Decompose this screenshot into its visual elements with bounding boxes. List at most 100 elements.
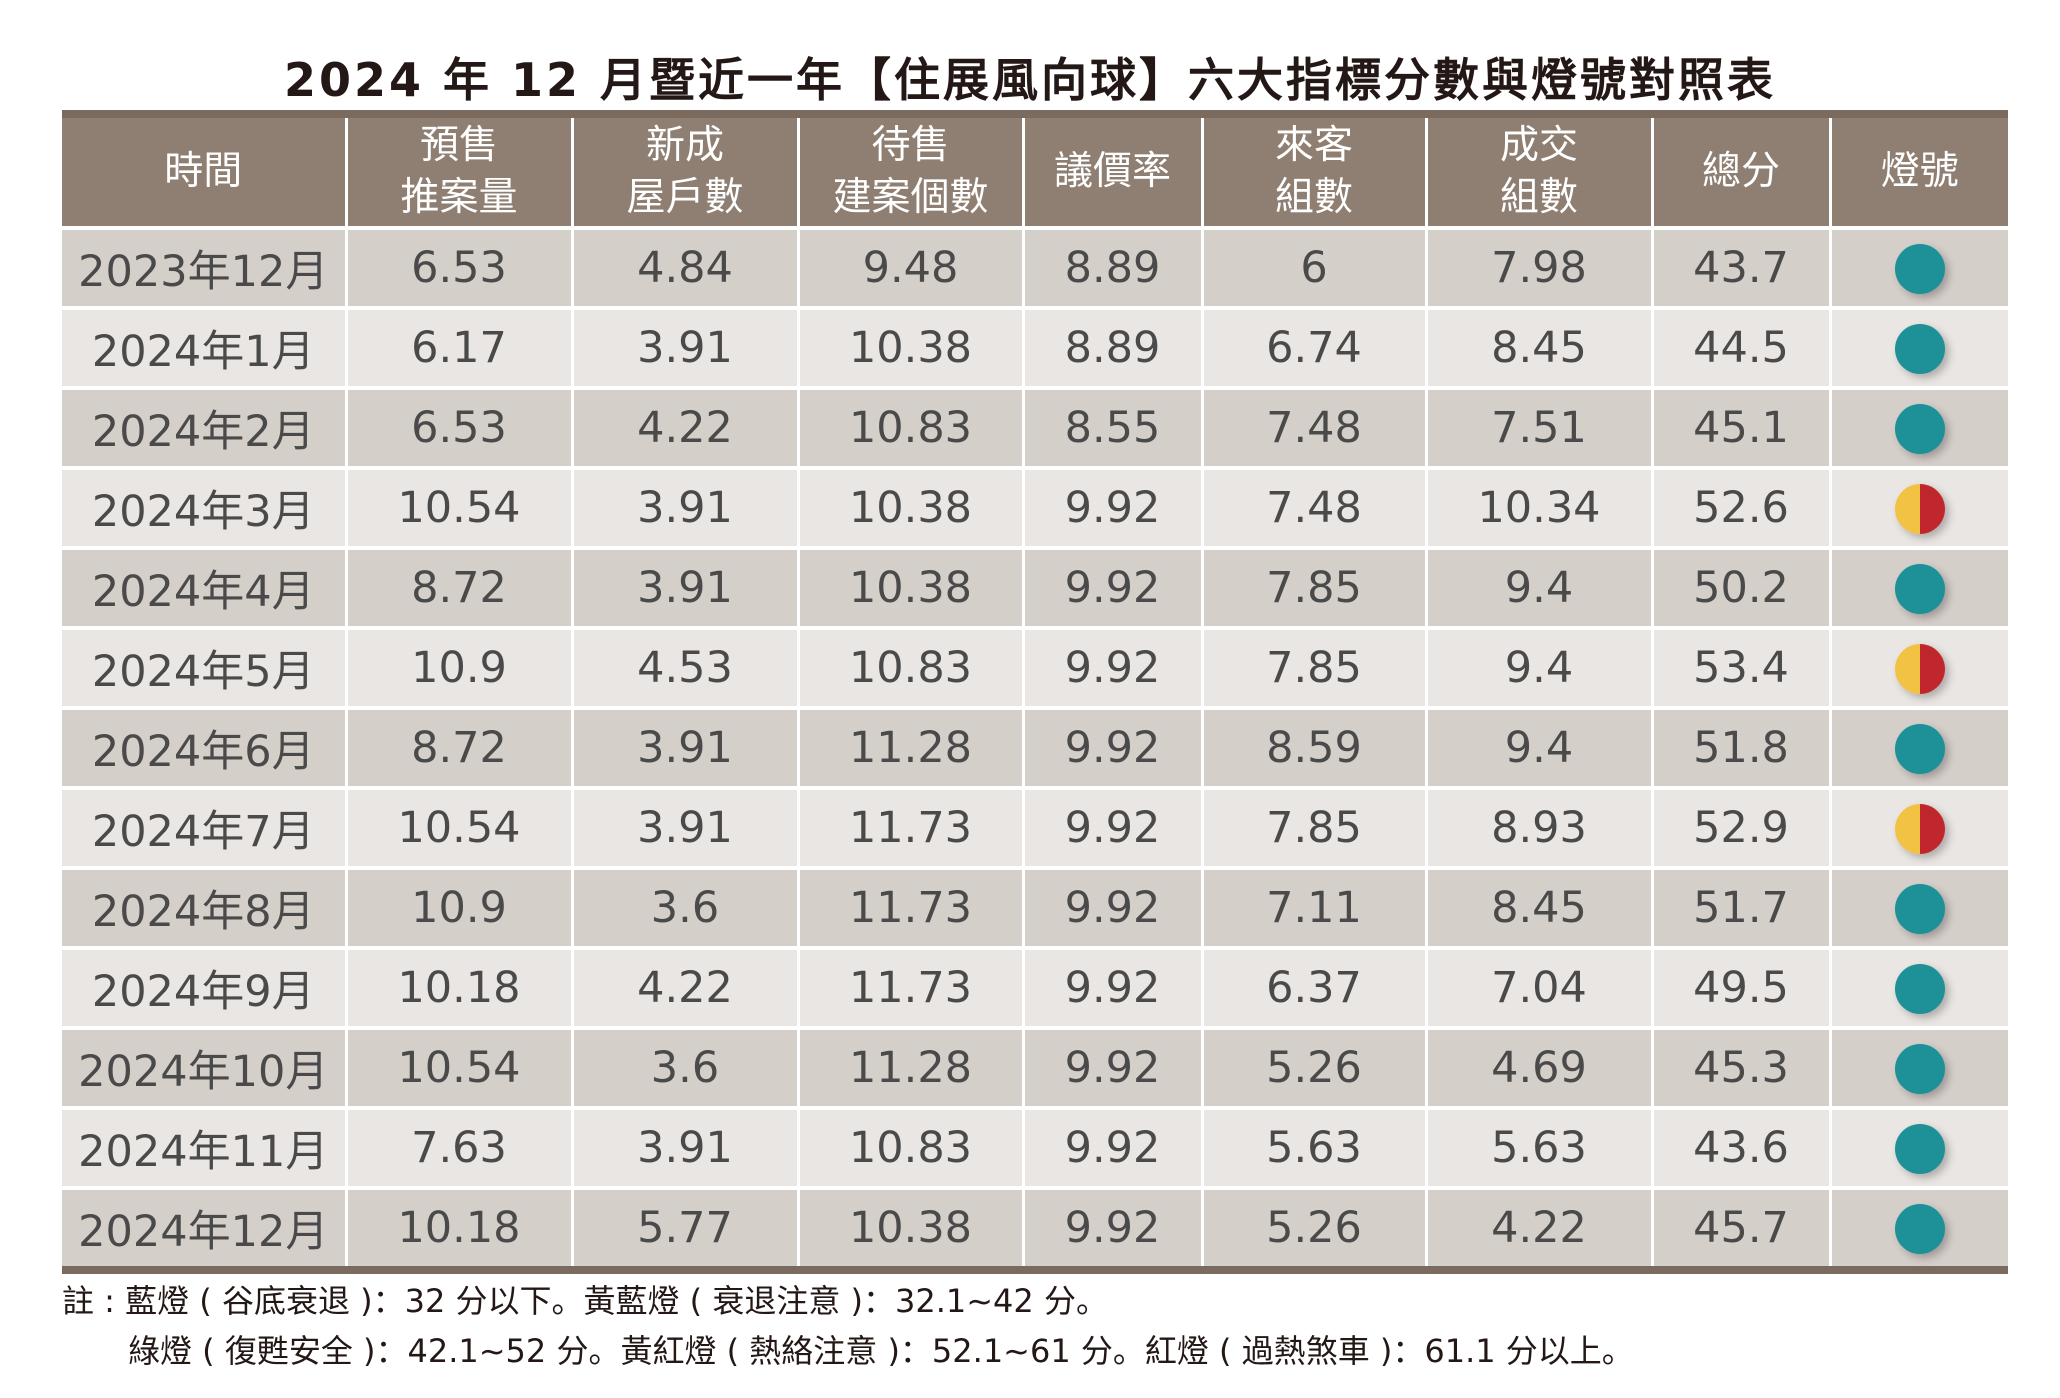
table-cell: 3.91: [570, 786, 798, 868]
legend-notes: 註 : 藍燈 ( 谷底衰退 )：32 分以下。黃藍燈 ( 衰退注意 )：32.1…: [62, 1276, 1634, 1376]
table-cell: 5.63: [1200, 1106, 1426, 1188]
table-cell: 7.48: [1200, 386, 1426, 468]
table-cell: 8.59: [1200, 706, 1426, 788]
table-cell: 7.11: [1200, 866, 1426, 948]
table-cell: 2024年6月: [62, 706, 346, 788]
yellow-red-light-icon: [1894, 804, 1945, 855]
table-cell: 7.48: [1200, 466, 1426, 548]
table-cell: 8.55: [1021, 386, 1202, 468]
table-cell: 9.92: [1021, 706, 1202, 788]
table-cell: 2024年11月: [62, 1106, 346, 1188]
light-cell: [1828, 546, 2008, 628]
table-cell: 8.72: [344, 706, 572, 788]
table-cell: 2024年9月: [62, 946, 346, 1028]
table-row: 2024年6月 8.72 3.91 11.28 9.92 8.59 9.4 51.8: [62, 706, 2008, 788]
table-cell: 10.54: [344, 786, 572, 868]
table-cell: 50.2: [1650, 546, 1830, 628]
table-cell: 2024年2月: [62, 386, 346, 468]
note-line: 綠燈 ( 復甦安全 )：42.1~52 分。黃紅燈 ( 熱絡注意 )：52.1~…: [128, 1332, 1634, 1370]
blue-light-icon: [1894, 1044, 1945, 1095]
table-cell: 5.77: [570, 1186, 798, 1270]
table-cell: 9.92: [1021, 1186, 1202, 1270]
table-cell: 10.34: [1424, 466, 1652, 548]
table-cell: 10.38: [796, 466, 1023, 548]
table-cell: 3.6: [570, 1026, 798, 1108]
table-cell: 4.84: [570, 226, 798, 308]
table-cell: 5.26: [1200, 1026, 1426, 1108]
table-row: 2024年9月 10.18 4.22 11.73 9.92 6.37 7.04 49.5: [62, 946, 2008, 1028]
table-cell: 8.93: [1424, 786, 1652, 868]
blue-light-icon: [1894, 1124, 1945, 1175]
table-cell: 6.74: [1200, 306, 1426, 388]
table-cell: 10.83: [796, 1106, 1023, 1188]
yellow-red-light-icon: [1894, 644, 1945, 695]
table-cell: 2024年7月: [62, 786, 346, 868]
table-cell: 11.73: [796, 866, 1023, 948]
table-cell: 45.3: [1650, 1026, 1830, 1108]
table-cell: 9.92: [1021, 626, 1202, 708]
table-cell: 2024年10月: [62, 1026, 346, 1108]
table-cell: 3.91: [570, 706, 798, 788]
table-cell: 52.6: [1650, 466, 1830, 548]
table-cell: 7.85: [1200, 786, 1426, 868]
table-row: 2024年12月 10.18 5.77 10.38 9.92 5.26 4.22 45.7: [62, 1186, 2008, 1270]
blue-light-icon: [1894, 564, 1945, 615]
column-header: 來客 組數: [1200, 114, 1426, 228]
header-row: 時間 預售 推案量 新成 屋戶數 待售 建案個數 議價率 來客 組數 成交 組數 總分 燈號: [62, 114, 2008, 228]
table-cell: 11.28: [796, 1026, 1023, 1108]
table-row: 2024年1月 6.17 3.91 10.38 8.89 6.74 8.45 44.5: [62, 306, 2008, 388]
table-cell: 9.92: [1021, 546, 1202, 628]
indicator-table: 時間 預售 推案量 新成 屋戶數 待售 建案個數 議價率 來客 組數 成交 組數 總分 燈號 2…: [62, 110, 2008, 1274]
light-cell: [1828, 386, 2008, 468]
table-row: 2024年10月 10.54 3.6 11.28 9.92 5.26 4.69 45.3: [62, 1026, 2008, 1108]
table-cell: 49.5: [1650, 946, 1830, 1028]
table-cell: 2024年8月: [62, 866, 346, 948]
light-cell: [1828, 946, 2008, 1028]
column-header: 議價率: [1021, 114, 1202, 228]
table-cell: 7.85: [1200, 546, 1426, 628]
table-cell: 2024年1月: [62, 306, 346, 388]
light-cell: [1828, 226, 2008, 308]
table-cell: 11.28: [796, 706, 1023, 788]
blue-light-icon: [1894, 1204, 1945, 1255]
table-title: 2024 年 12 月暨近一年【住展風向球】六大指標分數與燈號對照表: [283, 53, 1777, 107]
table-row: 2024年7月 10.54 3.91 11.73 9.92 7.85 8.93 52.9: [62, 786, 2008, 868]
table-row: 2024年11月 7.63 3.91 10.83 9.92 5.63 5.63 43.6: [62, 1106, 2008, 1188]
table-cell: 2024年3月: [62, 466, 346, 548]
table-cell: 10.18: [344, 1186, 572, 1270]
light-cell: [1828, 1106, 2008, 1188]
table-cell: 9.4: [1424, 546, 1652, 628]
light-cell: [1828, 786, 2008, 868]
light-cell: [1828, 626, 2008, 708]
blue-light-icon: [1894, 724, 1945, 775]
table-cell: 44.5: [1650, 306, 1830, 388]
table-cell: 6.53: [344, 386, 572, 468]
table-cell: 10.9: [344, 866, 572, 948]
column-header: 成交 組數: [1424, 114, 1652, 228]
light-cell: [1828, 1186, 2008, 1270]
table-cell: 52.9: [1650, 786, 1830, 868]
table-cell: 4.69: [1424, 1026, 1652, 1108]
table-row: 2024年4月 8.72 3.91 10.38 9.92 7.85 9.4 50.2: [62, 546, 2008, 628]
table-cell: 10.9: [344, 626, 572, 708]
column-header: 新成 屋戶數: [570, 114, 798, 228]
table-cell: 10.18: [344, 946, 572, 1028]
light-cell: [1828, 466, 2008, 548]
table-row: 2023年12月 6.53 4.84 9.48 8.89 6 7.98 43.7: [62, 226, 2008, 308]
table-cell: 53.4: [1650, 626, 1830, 708]
table-cell: 9.92: [1021, 946, 1202, 1028]
light-cell: [1828, 306, 2008, 388]
table-cell: 10.54: [344, 466, 572, 548]
table-cell: 51.7: [1650, 866, 1830, 948]
table-cell: 7.51: [1424, 386, 1652, 468]
table-cell: 5.26: [1200, 1186, 1426, 1270]
table-cell: 7.04: [1424, 946, 1652, 1028]
blue-light-icon: [1894, 244, 1945, 295]
table-cell: 4.53: [570, 626, 798, 708]
table-cell: 9.4: [1424, 706, 1652, 788]
table-cell: 2024年4月: [62, 546, 346, 628]
table-row: 2024年2月 6.53 4.22 10.83 8.55 7.48 7.51 45.1: [62, 386, 2008, 468]
table-cell: 10.38: [796, 306, 1023, 388]
blue-light-icon: [1894, 404, 1945, 455]
table-cell: 2023年12月: [62, 226, 346, 308]
